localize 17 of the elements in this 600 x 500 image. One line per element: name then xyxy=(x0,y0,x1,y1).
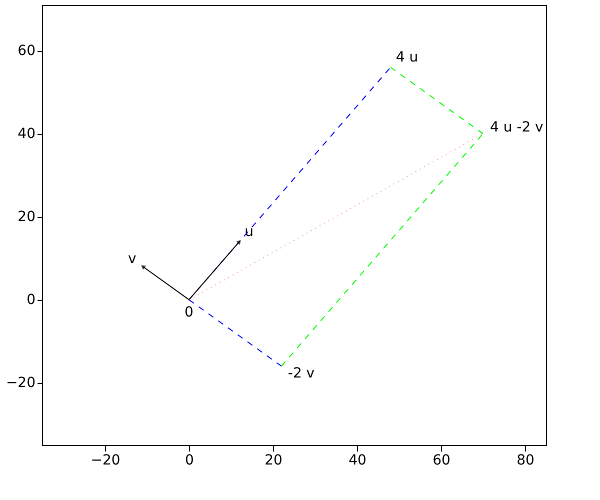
annotation: 0 xyxy=(184,304,194,321)
y-tick-label: 40 xyxy=(18,126,36,142)
annotation: -2 v xyxy=(288,366,315,382)
annotation: u xyxy=(244,224,254,240)
x-tick-label: 20 xyxy=(264,452,282,468)
x-tick-label: 80 xyxy=(516,452,534,468)
annotation: 4 u xyxy=(396,49,418,66)
x-tick-label: 40 xyxy=(348,452,366,468)
x-tick-label: −20 xyxy=(90,452,120,468)
y-tick-label: 0 xyxy=(26,292,36,308)
y-tick-label: −20 xyxy=(6,375,36,392)
x-tick-label: 0 xyxy=(185,452,194,468)
x-tick-label: 60 xyxy=(432,452,450,468)
y-tick-label: 20 xyxy=(18,209,36,226)
y-tick-label: 60 xyxy=(18,43,36,60)
annotation: 4 u -2 v xyxy=(490,119,544,136)
annotation: v xyxy=(128,250,136,267)
